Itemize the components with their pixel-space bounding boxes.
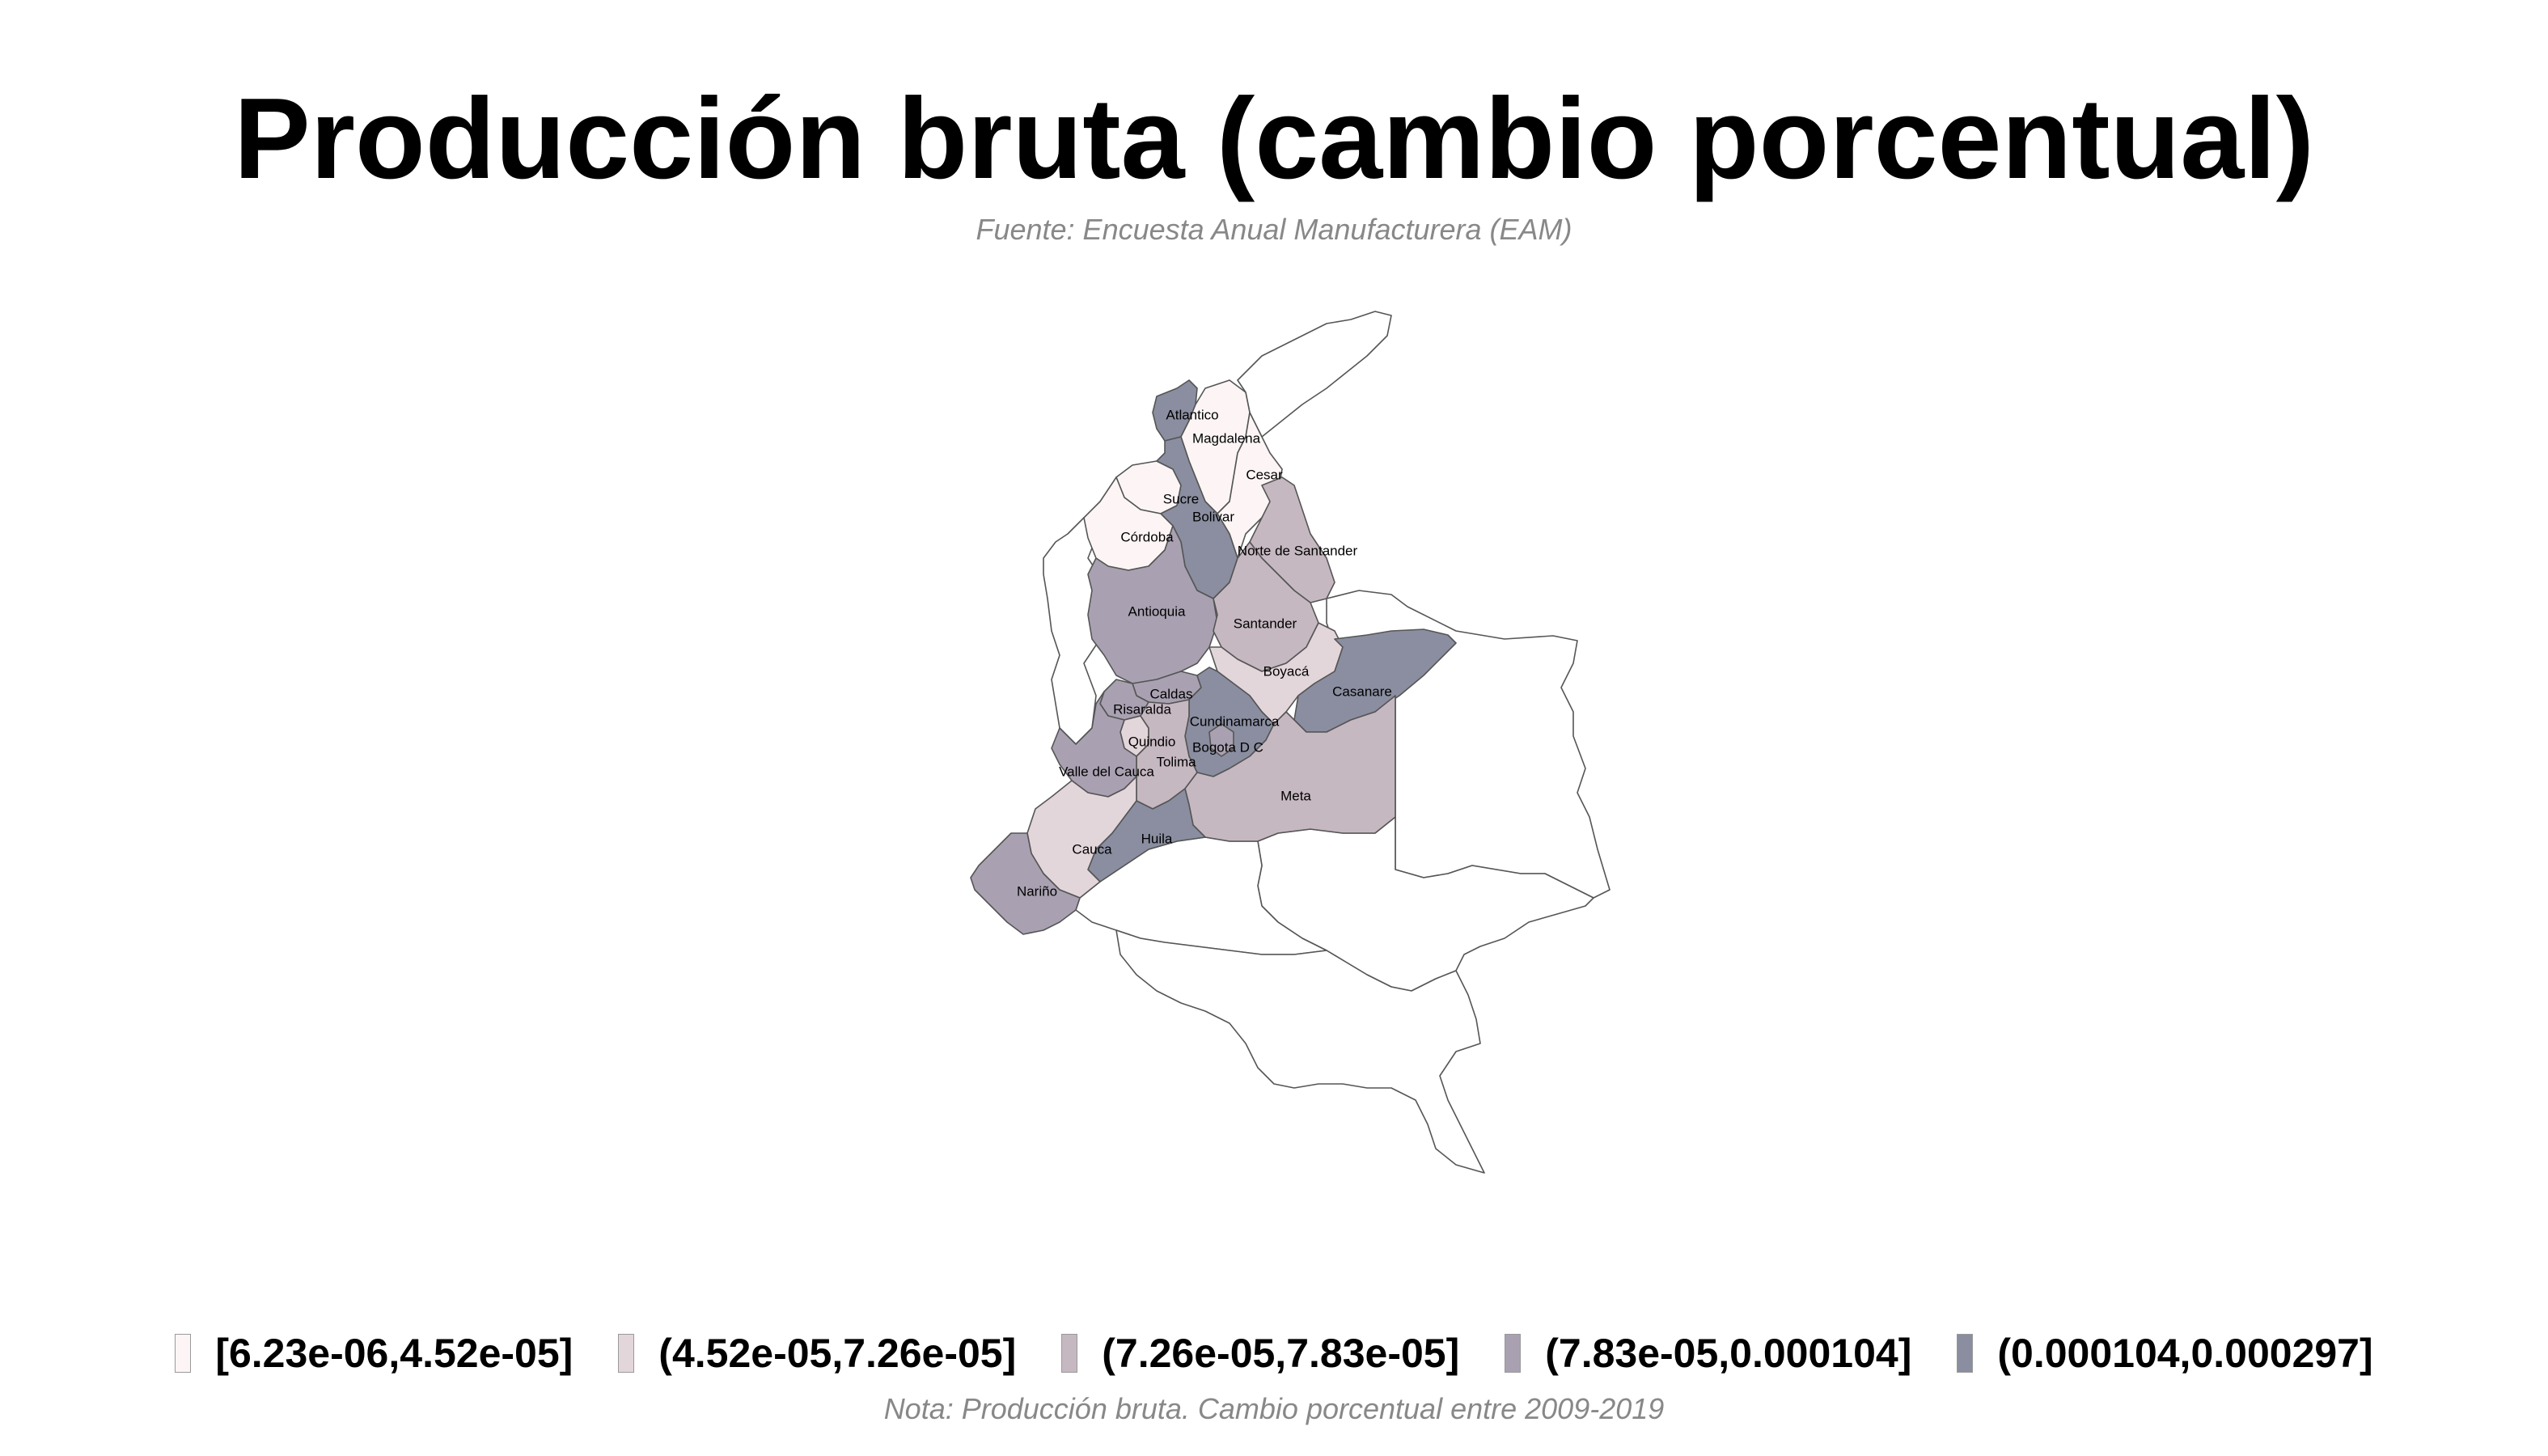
region-la-guajira — [1237, 311, 1392, 438]
legend-item: (7.26e-05,7.83e-05] — [1061, 1330, 1459, 1377]
label-casanare: Casanare — [1332, 684, 1392, 699]
label-risaralda: Risaralda — [1113, 701, 1171, 717]
label-narino: Nariño — [1017, 883, 1057, 899]
region-norte-de-santander — [1249, 476, 1335, 603]
legend-swatch — [1505, 1334, 1522, 1373]
legend-swatch — [1957, 1334, 1974, 1373]
label-sucre: Sucre — [1163, 491, 1199, 506]
legend-swatch — [1061, 1334, 1078, 1373]
label-boyaca: Boyacá — [1263, 663, 1310, 679]
legend-item: [6.23e-06,4.52e-05] — [175, 1330, 573, 1377]
legend-item: (4.52e-05,7.26e-05] — [618, 1330, 1016, 1377]
label-cundinamarca: Cundinamarca — [1190, 713, 1280, 729]
label-norte-de-santander: Norte de Santander — [1238, 543, 1358, 558]
label-santander: Santander — [1234, 616, 1297, 631]
legend-item: (7.83e-05,0.000104] — [1505, 1330, 1911, 1377]
label-huila: Huila — [1141, 831, 1173, 846]
legend-swatch — [618, 1334, 635, 1373]
legend-label: (4.52e-05,7.26e-05] — [658, 1331, 1017, 1376]
label-cauca: Cauca — [1072, 841, 1112, 857]
map-note: Nota: Producción bruta. Cambio porcentua… — [883, 1392, 1665, 1425]
map-title: Producción bruta (cambio porcentual) — [233, 74, 2315, 203]
label-quindio: Quindio — [1128, 734, 1176, 749]
legend-label: (7.83e-05,0.000104] — [1545, 1331, 1912, 1376]
label-tolima: Tolima — [1156, 754, 1196, 769]
department-labels: Atlantico Magdalena Cesar Sucre Bolivar … — [1017, 407, 1392, 899]
label-atlantico: Atlantico — [1166, 407, 1218, 422]
legend-swatch — [175, 1334, 192, 1373]
region-amazonas — [1115, 929, 1485, 1174]
region-bogota — [1208, 723, 1234, 757]
legend-label: (7.26e-05,7.83e-05] — [1102, 1331, 1460, 1376]
label-antioquia: Antioquia — [1128, 603, 1186, 619]
label-bolivar: Bolivar — [1192, 509, 1234, 524]
legend-label: [6.23e-06,4.52e-05] — [215, 1331, 574, 1376]
legend-item: (0.000104,0.000297] — [1957, 1330, 2373, 1377]
legend-label: (0.000104,0.000297] — [1997, 1331, 2373, 1376]
label-cesar: Cesar — [1246, 467, 1283, 482]
label-caldas: Caldas — [1150, 686, 1193, 701]
label-cordoba: Córdoba — [1120, 529, 1174, 544]
label-meta: Meta — [1280, 788, 1311, 803]
region-narino — [970, 832, 1081, 935]
map-source: Fuente: Encuesta Anual Manufacturera (EA… — [976, 213, 1572, 246]
legend: [6.23e-06,4.52e-05] (4.52e-05,7.26e-05] … — [0, 1325, 2548, 1382]
data-regions — [970, 379, 1457, 935]
label-magdalena: Magdalena — [1192, 430, 1261, 446]
region-meta — [1184, 695, 1396, 842]
label-valle-del-cauca: Valle del Cauca — [1059, 764, 1154, 779]
label-bogota: Bogota D C — [1192, 739, 1263, 755]
